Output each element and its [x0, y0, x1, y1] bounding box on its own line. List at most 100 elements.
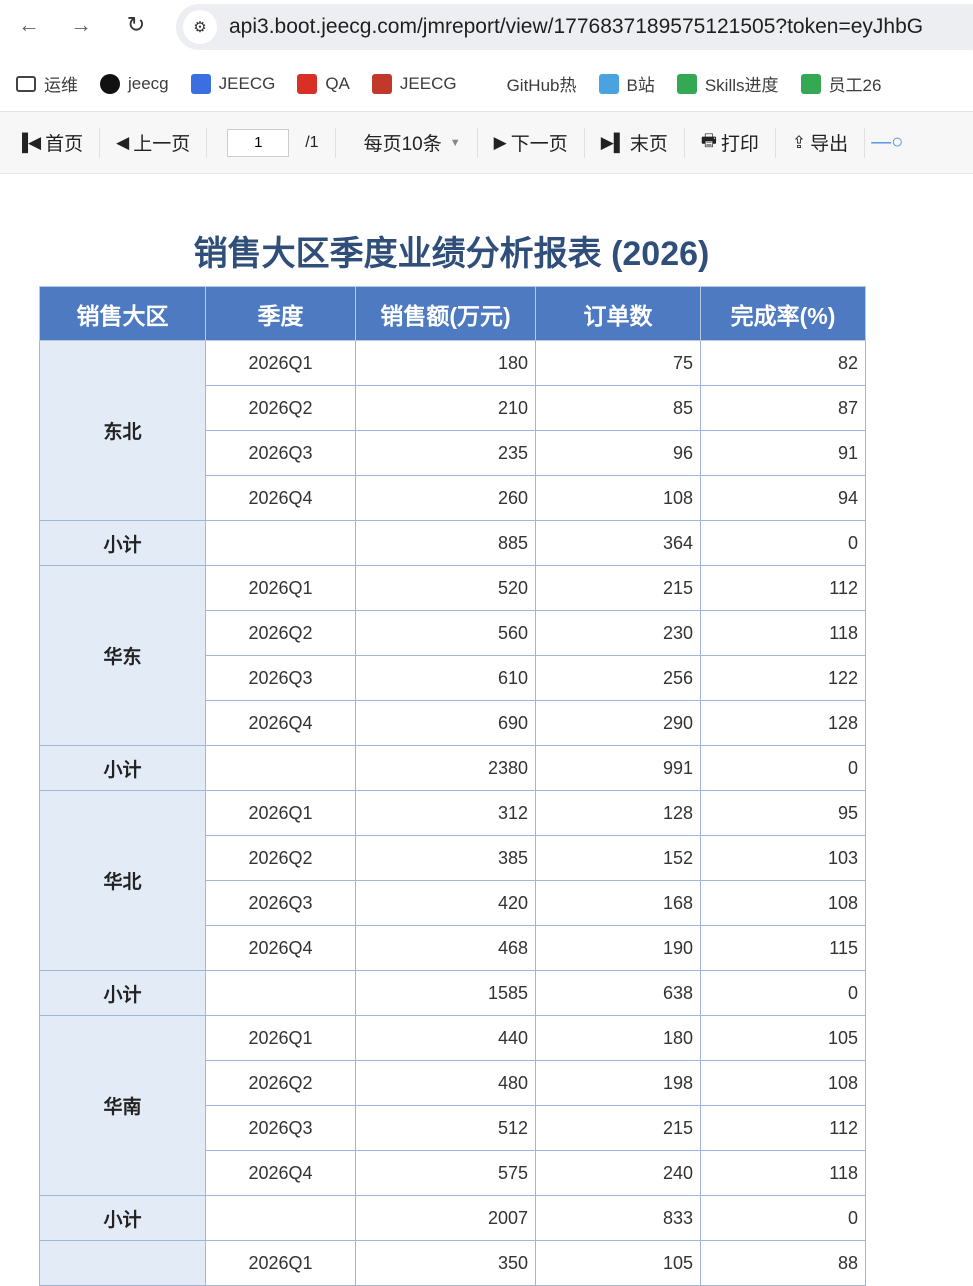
- sales-cell: 260: [355, 475, 536, 521]
- prev-page-button[interactable]: ◀ 上一页: [100, 127, 208, 158]
- chevron-down-icon: ▼: [449, 136, 461, 149]
- last-page-button[interactable]: ▶▌ 末页: [585, 127, 685, 158]
- rate-cell: 128: [700, 700, 866, 746]
- url-text[interactable]: api3.boot.jeecg.com/jmreport/view/177683…: [229, 15, 924, 38]
- bookmark-label: JEECG: [218, 73, 276, 93]
- orders-cell: 198: [535, 1060, 701, 1106]
- quarter-cell: 2026Q1: [205, 790, 356, 836]
- bookmark-item[interactable]: 员工26: [800, 71, 881, 96]
- orders-cell: 168: [535, 880, 701, 926]
- page-input[interactable]: [227, 128, 290, 157]
- export-button[interactable]: ⇪ 导出: [776, 127, 866, 158]
- rate-cell: 95: [700, 790, 866, 836]
- first-page-icon: ▐◀: [16, 132, 42, 152]
- table-row: 2026Q3 420 168 108: [40, 880, 866, 926]
- table-row: 华北 2026Q1 312 128 95: [39, 790, 866, 971]
- sales-cell: 385: [355, 835, 536, 881]
- region-cell: 华南: [39, 1015, 206, 1196]
- quarter-cell: 2026Q1: [205, 1015, 356, 1061]
- orders-cell: 180: [535, 1015, 701, 1061]
- bookmark-item[interactable]: 运维: [16, 71, 78, 96]
- subtotal-row: 小计 2007 833 0: [39, 1195, 866, 1241]
- rate-cell: 105: [700, 1015, 866, 1061]
- bookmark-item[interactable]: JEECG: [371, 73, 457, 94]
- quarter-cell: [205, 520, 356, 566]
- quarter-cell: [205, 970, 356, 1016]
- bookmark-item[interactable]: QA: [297, 73, 350, 94]
- bookmark-item[interactable]: GitHub热: [479, 71, 577, 96]
- next-icon: ▶: [493, 132, 507, 152]
- rate-cell: 0: [700, 970, 866, 1016]
- first-page-button[interactable]: ▐◀ 首页: [0, 127, 101, 158]
- rate-cell: 118: [700, 1150, 866, 1196]
- export-label: 导出: [810, 134, 849, 155]
- sales-cell: 575: [355, 1150, 536, 1196]
- orders-cell: 638: [535, 970, 701, 1016]
- quarter-cell: 2026Q4: [205, 700, 356, 746]
- reload-icon[interactable]: ↻: [126, 12, 146, 37]
- quarter-cell: 2026Q4: [205, 925, 356, 971]
- column-header: 订单数: [535, 286, 701, 341]
- back-icon[interactable]: ←: [18, 12, 40, 37]
- site-settings-icon[interactable]: ⚙: [183, 10, 217, 44]
- rate-cell: 88: [700, 1240, 866, 1286]
- quarter-cell: [205, 1195, 356, 1241]
- quarter-cell: 2026Q1: [205, 340, 356, 386]
- subtotal-row: 小计 885 364 0: [39, 520, 866, 566]
- bookmark-label: QA: [325, 73, 350, 93]
- table-row: 2026Q3 610 256 122: [40, 655, 866, 701]
- sales-cell: 350: [355, 1240, 536, 1286]
- forward-icon[interactable]: →: [70, 12, 92, 37]
- prev-icon: ◀: [116, 132, 130, 152]
- bookmarks-bar: 运维 jeecg JEECG QA JEECG GitHub热 B站 Skills进度 员工26: [0, 56, 973, 112]
- zoom-slider[interactable]: —○: [871, 131, 904, 153]
- rate-cell: 87: [700, 385, 866, 431]
- sheet-icon: [676, 73, 697, 94]
- bookmark-label: 运维: [44, 76, 78, 95]
- sheet-icon: [800, 73, 821, 94]
- quarter-cell: 2026Q3: [205, 1105, 356, 1151]
- orders-cell: 364: [535, 520, 701, 566]
- bookmark-item[interactable]: jeecg: [100, 73, 169, 94]
- subtotal-label: 小计: [39, 1195, 206, 1241]
- table-row: 东北 2026Q1 180 75 82: [39, 340, 866, 521]
- orders-cell: 991: [535, 745, 701, 791]
- quarter-cell: 2026Q4: [205, 1150, 356, 1196]
- bookmark-label: B站: [626, 76, 655, 95]
- first-label: 首页: [45, 134, 84, 155]
- column-header: 完成率(%): [700, 286, 866, 341]
- page-size-select[interactable]: 每页10条 ▼: [336, 127, 478, 158]
- quarter-cell: 2026Q2: [205, 610, 356, 656]
- bookmark-item[interactable]: B站: [598, 71, 655, 96]
- page-size-label: 每页10条: [363, 134, 442, 155]
- next-page-button[interactable]: ▶ 下一页: [478, 127, 585, 158]
- table-row: 华南 2026Q1 440 180 105: [39, 1015, 866, 1196]
- rate-cell: 103: [700, 835, 866, 881]
- orders-cell: 152: [535, 835, 701, 881]
- sales-cell: 2007: [355, 1195, 536, 1241]
- github-icon: [100, 73, 120, 94]
- orders-cell: 85: [535, 385, 701, 431]
- jeecg-99-icon: [371, 73, 392, 94]
- address-bar[interactable]: ⚙ api3.boot.jeecg.com/jmreport/view/1776…: [176, 4, 973, 50]
- region-cell: 华北: [39, 790, 206, 971]
- sales-cell: 520: [355, 565, 536, 611]
- last-label: 末页: [629, 134, 668, 155]
- bookmark-item[interactable]: Skills进度: [676, 71, 779, 96]
- rate-cell: 115: [700, 925, 866, 971]
- rate-cell: 0: [700, 1195, 866, 1241]
- rate-cell: 91: [700, 430, 866, 476]
- bilibili-icon: [598, 73, 619, 94]
- bookmark-item[interactable]: JEECG: [190, 73, 276, 94]
- orders-cell: 256: [535, 655, 701, 701]
- bookmark-label: jeecg: [128, 73, 169, 93]
- quarter-cell: 2026Q1: [205, 565, 356, 611]
- subtotal-label: 小计: [39, 970, 206, 1016]
- rate-cell: 108: [700, 880, 866, 926]
- next-label: 下一页: [510, 134, 568, 155]
- orders-cell: 833: [535, 1195, 701, 1241]
- print-button[interactable]: 🖶 打印: [685, 127, 776, 158]
- orders-cell: 215: [535, 565, 701, 611]
- rate-cell: 118: [700, 610, 866, 656]
- orders-cell: 105: [535, 1240, 701, 1286]
